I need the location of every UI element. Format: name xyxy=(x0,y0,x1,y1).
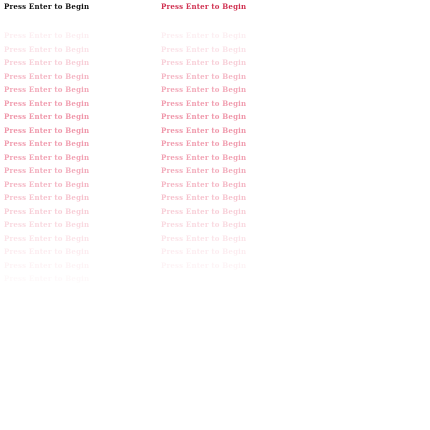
trail-line-left: Press Enter to Begin xyxy=(4,125,90,135)
prompt-trail-right: Press Enter to Begin Press Enter to Begin… xyxy=(161,32,291,275)
trail-line-left: Press Enter to Begin xyxy=(4,31,90,40)
trail-line-left: Press Enter to Begin xyxy=(4,166,90,175)
prompt-column-right: Press Enter to Begin Press Enter to Begi… xyxy=(161,3,291,275)
trail-line-right: Press Enter to Begin xyxy=(161,152,247,162)
prompt-trail-left: Press Enter to Begin Press Enter to Begin… xyxy=(4,32,134,289)
trail-line-left: Press Enter to Begin xyxy=(4,98,90,108)
trail-line-right: Press Enter to Begin xyxy=(161,233,247,243)
trail-line-left: Press Enter to Begin xyxy=(4,85,90,94)
trail-line-right: Press Enter to Begin xyxy=(161,247,247,256)
trail-line-right: Press Enter to Begin xyxy=(161,260,247,270)
prompt-column-left: Press Enter to Begin Press Enter to Begi… xyxy=(4,3,134,289)
trail-line-right: Press Enter to Begin xyxy=(161,220,247,229)
trail-line-left: Press Enter to Begin xyxy=(4,58,90,67)
trail-line-right: Press Enter to Begin xyxy=(161,193,247,202)
trail-line-right: Press Enter to Begin xyxy=(161,31,247,40)
press-enter-prompt-left[interactable]: Press Enter to Begin xyxy=(4,2,90,11)
trail-line-left: Press Enter to Begin xyxy=(4,275,134,289)
trail-line-right: Press Enter to Begin xyxy=(161,112,247,121)
trail-line-left: Press Enter to Begin xyxy=(4,112,90,121)
trail-line-left: Press Enter to Begin xyxy=(4,44,90,54)
trail-line-right: Press Enter to Begin xyxy=(161,166,247,175)
trail-line-right: Press Enter to Begin xyxy=(161,139,247,148)
trail-line-left: Press Enter to Begin xyxy=(4,152,90,162)
trail-line-left: Press Enter to Begin xyxy=(4,220,90,229)
trail-line-left: Press Enter to Begin xyxy=(4,260,90,270)
trail-line-left: Press Enter to Begin xyxy=(4,206,90,216)
trail-line-left: Press Enter to Begin xyxy=(4,179,90,189)
trail-line-right: Press Enter to Begin xyxy=(161,179,247,189)
trail-line-right: Press Enter to Begin xyxy=(161,44,247,54)
trail-line-right: Press Enter to Begin xyxy=(161,58,247,67)
trail-line-left: Press Enter to Begin xyxy=(4,193,90,202)
trail-line-right: Press Enter to Begin xyxy=(161,125,247,135)
trail-line-right: Press Enter to Begin xyxy=(161,206,247,216)
press-enter-prompt-right[interactable]: Press Enter to Begin xyxy=(161,2,247,11)
trail-line-left: Press Enter to Begin xyxy=(4,71,90,81)
trail-line-right: Press Enter to Begin xyxy=(161,71,247,81)
trail-line-right: Press Enter to Begin xyxy=(161,85,247,94)
trail-line-left: Press Enter to Begin xyxy=(4,139,90,148)
trail-line-left: Press Enter to Begin xyxy=(4,247,90,256)
trail-line-left: Press Enter to Begin xyxy=(4,233,90,243)
trail-line-right: Press Enter to Begin xyxy=(161,98,247,108)
